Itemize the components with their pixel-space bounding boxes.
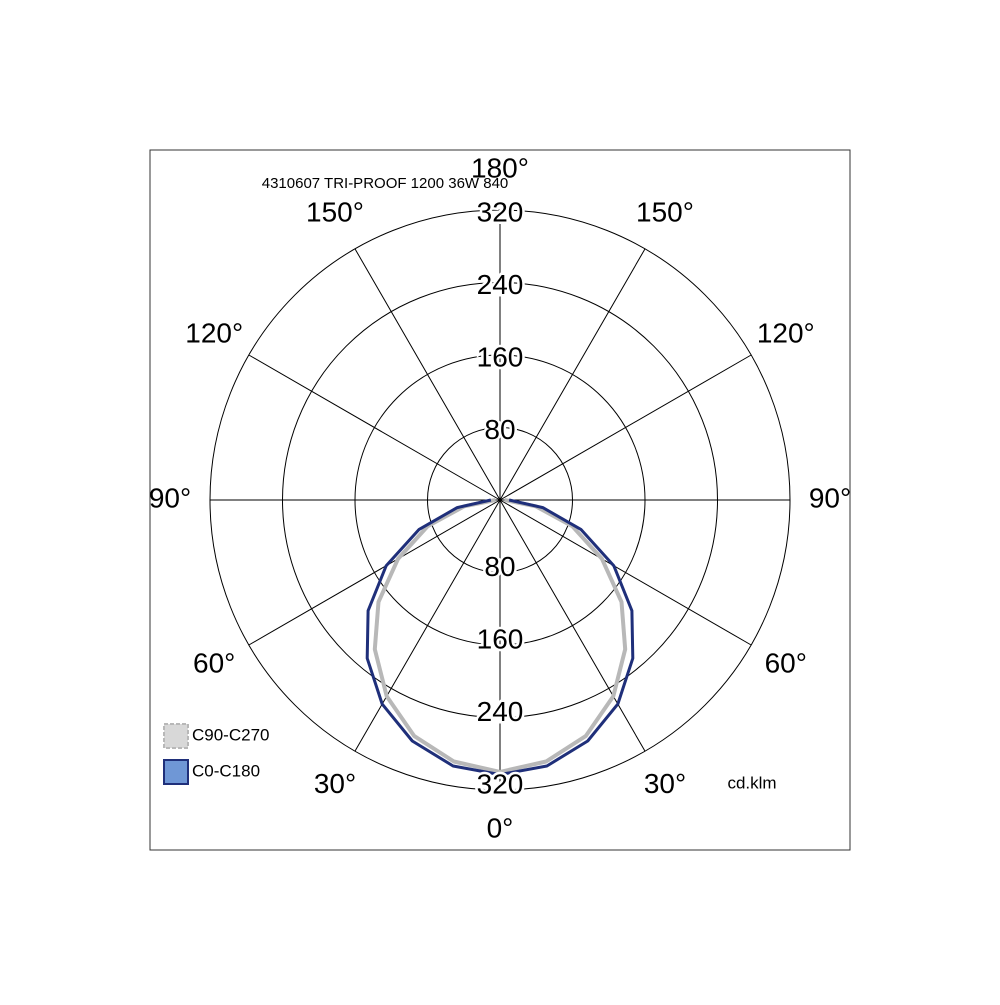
angle-label: 30°	[314, 768, 356, 799]
legend-label: C90-C270	[192, 725, 270, 744]
angle-label: 120°	[757, 317, 815, 348]
r-tick-label: 320	[477, 196, 524, 227]
intensity-curve	[499, 498, 628, 774]
grid-spoke	[354, 248, 501, 501]
angle-label: 60°	[765, 647, 807, 678]
r-tick-label: 240	[477, 269, 524, 300]
r-tick-label: 160	[477, 341, 524, 372]
r-tick-label: 160	[477, 623, 524, 654]
grid-spoke	[354, 499, 501, 752]
angle-label: 30°	[644, 768, 686, 799]
r-tick-label: 240	[477, 696, 524, 727]
angle-label: 60°	[193, 647, 235, 678]
grid-spoke	[248, 499, 501, 646]
intensity-curve	[372, 498, 501, 774]
grid-spoke	[499, 248, 646, 501]
intensity-curve	[365, 498, 501, 777]
curves	[365, 498, 635, 777]
grid	[209, 209, 791, 791]
chart-title: 4310607 TRI-PROOF 1200 36W 840	[262, 175, 509, 192]
unit-label: cd.klm	[727, 773, 776, 792]
angle-label: 0°	[487, 812, 514, 843]
angle-label: 90°	[809, 482, 851, 513]
r-tick-label: 320	[477, 768, 524, 799]
grid-spoke	[499, 499, 752, 646]
r-tick-label: 80	[484, 551, 515, 582]
grid-spoke	[248, 354, 501, 501]
intensity-curve	[499, 498, 635, 777]
labels: 0° 30° 30° 60° 60° 90° 90° 120° 120° 150° 150° 180°…	[149, 152, 851, 843]
angle-label: 90°	[149, 482, 191, 513]
grid-spoke	[499, 499, 646, 752]
legend-swatch	[163, 759, 189, 785]
r-tick-label: 80	[484, 414, 515, 445]
angle-label: 150°	[306, 197, 364, 228]
legend-label: C0-C180	[192, 761, 260, 780]
angle-label: 150°	[636, 197, 694, 228]
angle-label: 120°	[185, 317, 243, 348]
grid-spoke	[499, 354, 752, 501]
angle-label: 180°	[471, 152, 529, 183]
legend-swatch	[163, 723, 189, 749]
